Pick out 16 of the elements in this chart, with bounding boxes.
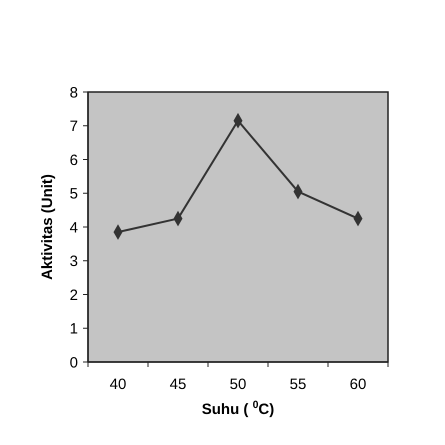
y-tick-label: 5 <box>70 186 78 202</box>
x-tick-label: 60 <box>350 376 366 393</box>
y-axis-title: Aktivitas (Unit) <box>39 174 56 280</box>
x-tick-label: 45 <box>170 376 186 393</box>
y-tick-label: 1 <box>70 320 78 338</box>
y-tick-label: 7 <box>70 118 78 135</box>
x-axis-title: Suhu ( $^{0}$C) <box>202 399 274 418</box>
y-tick-label: 2 <box>70 286 78 304</box>
y-tick-label: 4 <box>70 219 78 236</box>
y-tick-label: 3 <box>70 253 78 270</box>
x-tick-label: 50 <box>230 376 246 393</box>
x-tick-label: 40 <box>110 376 126 393</box>
y-tick-label: 0 <box>70 354 78 372</box>
x-tick-label: 55 <box>290 376 306 393</box>
y-tick-label: 8 <box>70 84 78 102</box>
y-tick-label: 6 <box>70 152 78 169</box>
